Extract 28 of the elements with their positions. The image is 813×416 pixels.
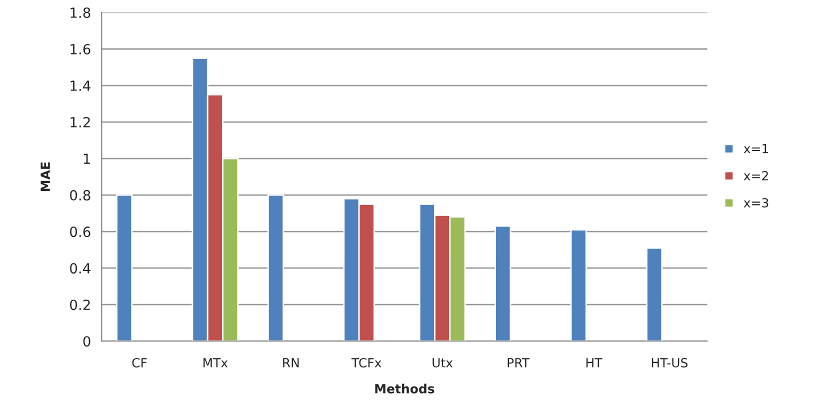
x-tick-label: Utx [432, 358, 453, 368]
y-tick-label: 1.6 [70, 44, 90, 54]
y-tick-label: 0.8 [70, 190, 90, 201]
x-tick-label: TCFx [351, 358, 382, 368]
legend-label: x=3 [744, 198, 768, 208]
y-tick-label: 1.2 [70, 116, 90, 128]
x-tick-label: CF [132, 358, 147, 368]
legend-label: x=1 [744, 144, 768, 154]
bar [570, 229, 587, 342]
y-axis-title: MAE [40, 162, 50, 191]
y-tick-label: 0.6 [70, 226, 90, 238]
x-tick-label: PRT [508, 358, 530, 368]
x-tick-label: HT-US [652, 358, 688, 368]
bar [267, 194, 284, 342]
y-tick-label: 0.4 [70, 263, 90, 274]
x-tick-label: MTx [204, 358, 228, 368]
y-tick-label: 1.4 [70, 80, 90, 91]
x-tick-label: RN [283, 358, 299, 368]
y-tick-label: 0 [83, 336, 90, 347]
y-tick-label: 1.8 [70, 7, 90, 18]
x-tick-label: HT [586, 358, 602, 368]
y-tick-label: 0.2 [70, 300, 90, 310]
bar [646, 247, 663, 342]
bar [494, 225, 512, 342]
y-tick-label: 1 [84, 154, 90, 164]
legend-label: x=2 [744, 170, 768, 180]
bar [116, 194, 133, 342]
x-axis-title: Methods [375, 384, 434, 394]
